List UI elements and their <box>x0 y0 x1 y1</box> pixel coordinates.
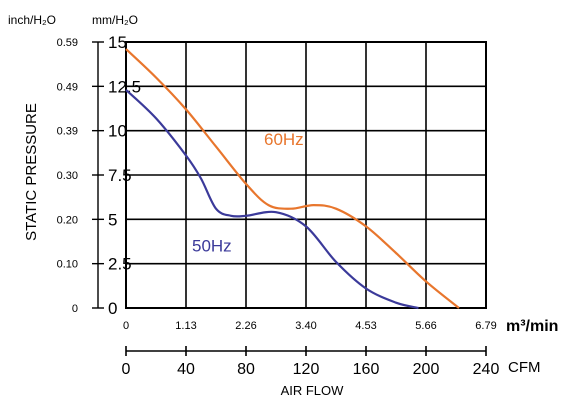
grid <box>125 41 487 309</box>
series-line-50hz <box>125 89 419 310</box>
y-tick-label-inch: 0.39 <box>57 126 78 138</box>
tick-labels: 002.50.1050.207.50.30100.3912.50.49150.5… <box>57 33 500 378</box>
x-unit-top-label: m³/min <box>506 318 558 335</box>
series-label-50hz: 50Hz <box>192 236 232 255</box>
y-unit-left-label: inch/H₂O <box>8 13 56 27</box>
x-tick-label-m3min: 6.79 <box>475 320 496 332</box>
series-label-60hz: 60Hz <box>264 130 304 149</box>
y-axis-title: STATIC PRESSURE <box>23 103 40 241</box>
y-tick-label-mm: 7.5 <box>108 166 132 185</box>
y-tick-label-mm: 5 <box>108 210 117 229</box>
y-tick-label-mm: 10 <box>108 122 127 141</box>
y-tick-label-inch: 0.10 <box>57 259 78 271</box>
y-tick-label-mm: 0 <box>108 299 117 318</box>
y-tick-label-inch: 0.20 <box>57 214 78 226</box>
x-tick-label-m3min: 1.13 <box>175 320 196 332</box>
y-tick-label-mm: 2.5 <box>108 255 132 274</box>
series-lines: 60Hz 50Hz <box>125 48 460 310</box>
series-line-60hz <box>125 48 460 309</box>
y-tick-label-mm: 15 <box>108 33 127 52</box>
y-unit-right-label: mm/H₂O <box>92 13 138 27</box>
x-tick-label-m3min: 0 <box>123 320 129 332</box>
x-tick-label-m3min: 4.53 <box>355 320 376 332</box>
y-tick-label-inch: 0.59 <box>57 37 78 49</box>
x-tick-label-cfm: 200 <box>413 361 440 378</box>
y-tick-label-mm: 12.5 <box>108 77 141 96</box>
x-tick-label-cfm: 40 <box>177 361 195 378</box>
x-axis-title: AIR FLOW <box>281 383 345 398</box>
y-tick-label-inch: 0.49 <box>57 81 78 93</box>
x-tick-label-cfm: 80 <box>237 361 255 378</box>
axes <box>92 41 487 356</box>
x-tick-label-cfm: 0 <box>122 361 131 378</box>
x-unit-bottom-label: CFM <box>508 359 541 376</box>
x-tick-label-m3min: 3.40 <box>295 320 316 332</box>
y-tick-label-inch: 0.30 <box>57 170 78 182</box>
x-tick-label-m3min: 2.26 <box>235 320 256 332</box>
x-tick-label-cfm: 160 <box>353 361 380 378</box>
y-tick-label-inch: 0 <box>72 303 78 315</box>
x-tick-label-cfm: 120 <box>293 361 320 378</box>
x-tick-label-m3min: 5.66 <box>415 320 436 332</box>
x-tick-label-cfm: 240 <box>473 361 500 378</box>
